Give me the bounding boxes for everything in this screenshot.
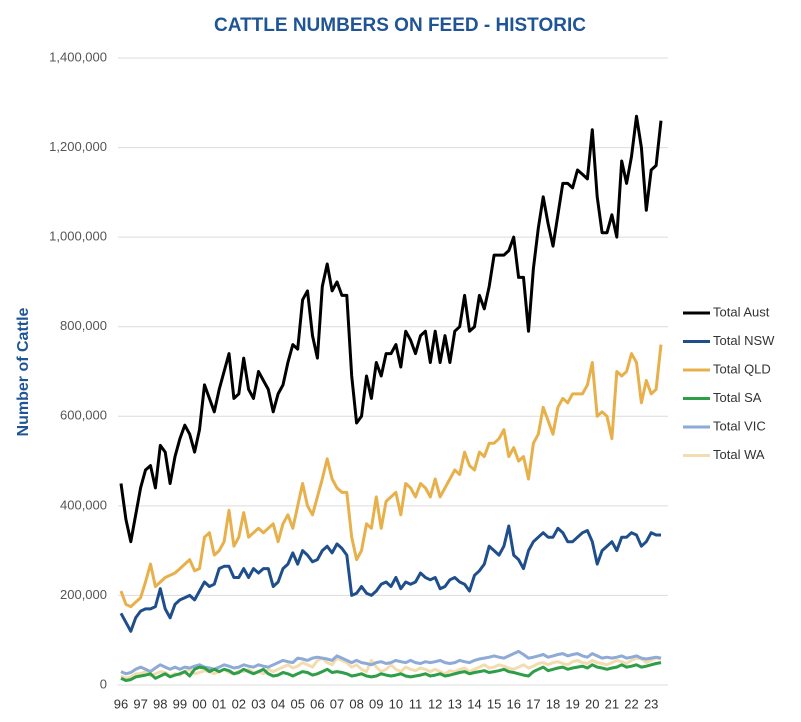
chart-title: CATTLE NUMBERS ON FEED - HISTORIC (214, 15, 586, 36)
x-tick-label: 18 (546, 696, 560, 711)
x-tick-label: 07 (330, 696, 344, 711)
x-tick-label: 01 (212, 696, 226, 711)
series-line (120, 649, 662, 676)
x-tick-label: 05 (290, 696, 304, 711)
x-tick-label: 96 (114, 696, 128, 711)
series-line (119, 344, 663, 609)
x-tick-label: 98 (153, 696, 167, 711)
x-tick-label: 99 (173, 696, 187, 711)
x-tick-label: 23 (644, 696, 658, 711)
x-tick-label: 17 (526, 696, 540, 711)
legend-label: Total WA (713, 447, 765, 462)
x-tick-label: 08 (349, 696, 363, 711)
y-tick-label: 800,000 (60, 318, 107, 333)
legend-label: Total Aust (713, 304, 770, 319)
x-tick-label: 15 (487, 696, 501, 711)
x-tick-label: 13 (448, 696, 462, 711)
y-tick-label: 1,200,000 (49, 139, 107, 154)
legend-label: Total NSW (713, 333, 775, 348)
x-tick-label: 10 (389, 696, 403, 711)
y-tick-label: 0 (100, 676, 107, 691)
x-tick-label: 12 (428, 696, 442, 711)
series-line (120, 661, 662, 682)
x-tick-label: 02 (232, 696, 246, 711)
x-tick-label: 00 (192, 696, 206, 711)
x-tick-label: 21 (605, 696, 619, 711)
series-line (119, 524, 661, 633)
x-tick-label: 14 (467, 696, 481, 711)
y-tick-label: 600,000 (60, 408, 107, 423)
x-tick-label: 20 (585, 696, 599, 711)
legend-label: Total QLD (713, 361, 771, 376)
legend-label: Total SA (713, 390, 762, 405)
y-axis-label: Number of Cattle (15, 307, 32, 436)
y-tick-label: 1,400,000 (49, 49, 107, 64)
x-tick-label: 97 (133, 696, 147, 711)
y-tick-label: 400,000 (60, 497, 107, 512)
x-tick-label: 11 (409, 696, 423, 711)
x-tick-label: 22 (624, 696, 638, 711)
x-tick-label: 16 (506, 696, 520, 711)
x-tick-label: 04 (271, 696, 285, 711)
x-tick-label: 09 (369, 696, 383, 711)
y-tick-label: 1,000,000 (49, 229, 107, 244)
series-line (119, 114, 663, 544)
x-tick-label: 19 (565, 696, 579, 711)
x-tick-label: 03 (251, 696, 265, 711)
x-tick-label: 06 (310, 696, 324, 711)
y-tick-label: 200,000 (60, 587, 107, 602)
legend-label: Total VIC (713, 418, 766, 433)
